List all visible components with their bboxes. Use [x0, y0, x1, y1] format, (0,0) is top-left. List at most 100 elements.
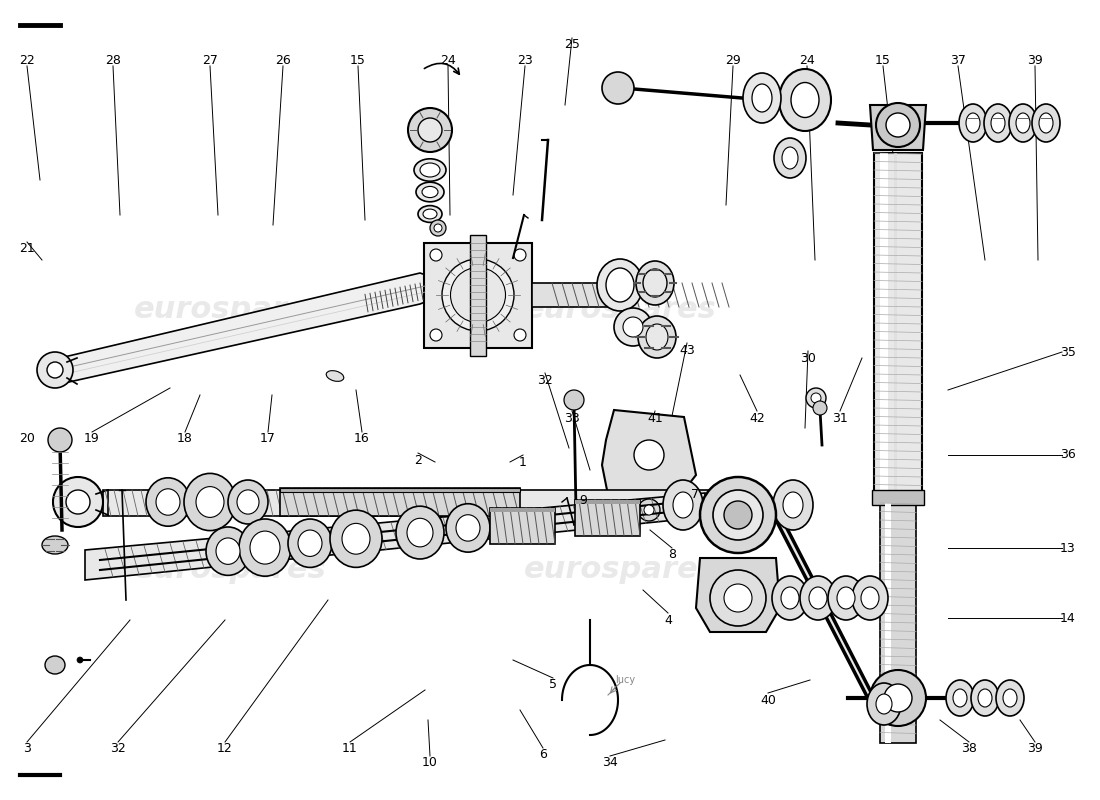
Text: 19: 19 — [84, 431, 100, 445]
Polygon shape — [85, 493, 705, 580]
Ellipse shape — [414, 158, 446, 182]
Polygon shape — [776, 507, 875, 710]
Ellipse shape — [791, 82, 820, 118]
Circle shape — [53, 477, 103, 527]
Ellipse shape — [606, 268, 634, 302]
Ellipse shape — [184, 474, 236, 530]
Text: 23: 23 — [517, 54, 532, 66]
Ellipse shape — [638, 499, 660, 521]
Text: 2: 2 — [414, 454, 422, 466]
Text: 39: 39 — [1027, 742, 1043, 754]
Ellipse shape — [396, 506, 444, 559]
Ellipse shape — [953, 689, 967, 707]
Bar — [470, 235, 486, 356]
Ellipse shape — [861, 587, 879, 609]
Bar — [424, 243, 532, 348]
Circle shape — [713, 490, 763, 540]
Circle shape — [48, 428, 72, 452]
Text: 25: 25 — [564, 38, 580, 51]
Text: 31: 31 — [832, 411, 848, 425]
Text: lucy: lucy — [615, 675, 635, 685]
Circle shape — [724, 584, 752, 612]
Circle shape — [37, 352, 73, 388]
Ellipse shape — [146, 478, 190, 526]
Ellipse shape — [623, 317, 643, 337]
Ellipse shape — [644, 505, 654, 515]
Ellipse shape — [433, 250, 522, 340]
Text: 15: 15 — [350, 54, 366, 66]
Text: 22: 22 — [19, 54, 35, 66]
Ellipse shape — [781, 587, 799, 609]
Ellipse shape — [774, 138, 806, 178]
Circle shape — [514, 329, 526, 341]
Ellipse shape — [446, 504, 490, 552]
Circle shape — [66, 490, 90, 514]
Ellipse shape — [327, 370, 344, 382]
Text: 7: 7 — [691, 489, 698, 502]
Bar — [490, 508, 556, 512]
Text: eurospares: eurospares — [524, 555, 716, 585]
Ellipse shape — [216, 538, 240, 564]
Text: 20: 20 — [19, 431, 35, 445]
Ellipse shape — [407, 518, 433, 547]
Text: 9: 9 — [579, 494, 587, 506]
Ellipse shape — [752, 84, 772, 112]
Text: 16: 16 — [354, 431, 370, 445]
Polygon shape — [60, 273, 440, 384]
Circle shape — [47, 362, 63, 378]
Ellipse shape — [45, 656, 65, 674]
Ellipse shape — [614, 308, 652, 346]
Ellipse shape — [434, 224, 442, 232]
Bar — [280, 488, 520, 516]
Ellipse shape — [330, 510, 382, 567]
Text: eurospares: eurospares — [133, 555, 327, 585]
Circle shape — [634, 440, 664, 470]
Bar — [886, 503, 891, 743]
Text: 1: 1 — [519, 455, 527, 469]
Bar — [575, 499, 640, 503]
Circle shape — [886, 113, 910, 137]
Text: 36: 36 — [1060, 449, 1076, 462]
Circle shape — [408, 108, 452, 152]
Text: 37: 37 — [950, 54, 966, 66]
Ellipse shape — [663, 480, 703, 530]
Ellipse shape — [636, 261, 674, 305]
Ellipse shape — [646, 324, 668, 350]
Text: 17: 17 — [260, 431, 276, 445]
Ellipse shape — [298, 530, 322, 557]
Ellipse shape — [837, 587, 855, 609]
Ellipse shape — [420, 163, 440, 177]
Polygon shape — [870, 105, 926, 150]
Ellipse shape — [42, 536, 68, 554]
Text: 15: 15 — [876, 54, 891, 66]
Bar — [575, 499, 640, 535]
Text: 40: 40 — [760, 694, 775, 706]
Text: 8: 8 — [668, 549, 676, 562]
Ellipse shape — [808, 587, 827, 609]
Ellipse shape — [342, 523, 370, 554]
Circle shape — [514, 249, 526, 261]
Ellipse shape — [456, 514, 480, 541]
Text: 43: 43 — [679, 343, 695, 357]
Text: 5: 5 — [549, 678, 557, 691]
Text: 11: 11 — [342, 742, 358, 754]
Ellipse shape — [742, 73, 781, 123]
Bar — [874, 153, 922, 493]
Ellipse shape — [422, 186, 438, 198]
Text: 39: 39 — [1027, 54, 1043, 66]
Text: 4: 4 — [664, 614, 672, 626]
Ellipse shape — [451, 267, 506, 322]
Ellipse shape — [644, 269, 667, 297]
Ellipse shape — [984, 104, 1012, 142]
Text: 32: 32 — [537, 374, 553, 386]
Text: 24: 24 — [440, 54, 455, 66]
Text: 10: 10 — [422, 755, 438, 769]
Text: 42: 42 — [749, 411, 764, 425]
Ellipse shape — [800, 576, 836, 620]
Circle shape — [710, 570, 766, 626]
Circle shape — [813, 401, 827, 415]
Text: 18: 18 — [177, 431, 192, 445]
Text: 38: 38 — [961, 742, 977, 754]
Ellipse shape — [828, 576, 864, 620]
Circle shape — [700, 477, 776, 553]
